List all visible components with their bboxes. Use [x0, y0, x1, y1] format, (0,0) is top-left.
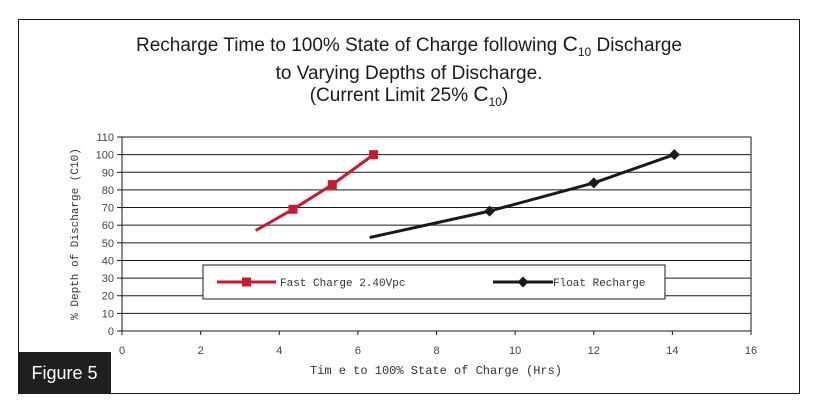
y-axis-label: % Depth of Discharge (C10) [70, 148, 82, 320]
x-tick-label: 6 [355, 345, 361, 357]
y-tick-label: 10 [102, 308, 114, 320]
title-line-3: (Current Limit 25% C10) [309, 82, 509, 109]
y-tick-label: 20 [102, 291, 114, 303]
data-point-float-recharge [588, 177, 600, 189]
legend-marker-float-recharge [517, 276, 529, 288]
x-tick-label: 10 [509, 345, 521, 357]
series-group [254, 149, 680, 239]
y-tick-label: 90 [102, 167, 114, 179]
y-tick-label: 110 [96, 132, 114, 144]
title-line-2: to Varying Depths of Discharge. [275, 62, 543, 84]
y-tick-label: 30 [102, 273, 114, 285]
data-point-fast-charge [327, 180, 337, 190]
legend-label-float-recharge: Float Recharge [553, 278, 645, 290]
x-axis-ticks: 0 2 4 6 8 10 12 14 16 [119, 331, 757, 357]
x-axis-label: Tim e to 100% State of Charge (Hrs) [310, 364, 562, 378]
title-line-1: Recharge Time to 100% State of Charge fo… [135, 33, 683, 59]
x-tick-label: 14 [666, 345, 678, 357]
y-axis-ticks: 0 10 20 30 40 50 60 70 80 90 100 110 [96, 132, 122, 338]
x-tick-label: 8 [433, 345, 439, 357]
data-point-float-recharge [668, 149, 680, 161]
y-tick-label: 40 [102, 255, 114, 267]
data-point-float-recharge [484, 205, 496, 217]
legend-label-fast-charge: Fast Charge 2.40Vpc [280, 278, 405, 290]
y-tick-label: 60 [102, 220, 114, 232]
x-tick-label: 16 [745, 345, 757, 357]
grid-lines [122, 136, 751, 332]
figure-label: Figure 5 [18, 352, 111, 394]
x-tick-label: 0 [119, 345, 125, 357]
x-tick-label: 2 [198, 345, 204, 357]
y-tick-label: 100 [96, 150, 114, 162]
chart-title: Recharge Time to 100% State of Charge fo… [18, 34, 800, 113]
data-point-fast-charge [288, 204, 298, 214]
y-tick-label: 70 [102, 203, 114, 215]
x-tick-label: 4 [276, 345, 282, 357]
y-tick-label: 0 [108, 326, 114, 338]
legend: Fast Charge 2.40Vpc Float Recharge [202, 264, 666, 300]
y-tick-label: 50 [102, 238, 114, 250]
series-line-fast-charge [254, 153, 375, 232]
legend-marker-fast-charge [242, 277, 251, 287]
y-tick-label: 80 [102, 185, 114, 197]
legend-box [202, 264, 666, 300]
series-line-float-recharge [369, 153, 675, 239]
data-point-fast-charge [369, 150, 379, 160]
plot-border [121, 136, 752, 332]
x-tick-label: 12 [588, 345, 600, 357]
